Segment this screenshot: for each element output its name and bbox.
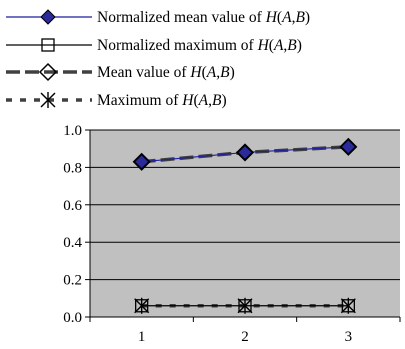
data-point xyxy=(237,144,253,161)
data-point xyxy=(341,299,355,313)
legend-marker xyxy=(40,92,56,108)
chart-legend: Normalized mean value of H(A,B) Normalize… xyxy=(6,9,310,109)
data-point xyxy=(132,152,151,171)
y-tick-label: 1.0 xyxy=(63,123,82,139)
data-point xyxy=(235,143,255,162)
legend-item-3: Mean value of H(A,B) xyxy=(6,62,235,82)
legend-item-4: Maximum of H(A,B) xyxy=(6,92,227,109)
y-tick-label: 0.8 xyxy=(63,160,82,176)
legend-marker xyxy=(41,38,55,52)
series-3-markers xyxy=(132,137,358,171)
series-1-markers xyxy=(133,139,357,170)
y-tick-label: 0.6 xyxy=(63,198,82,214)
legend-label: Normalized mean value of H(A,B) xyxy=(97,9,310,26)
chart-series xyxy=(132,137,358,314)
x-tick-label: 3 xyxy=(345,329,353,345)
data-point xyxy=(237,297,253,314)
data-point xyxy=(134,297,150,314)
y-tick-label: 0.2 xyxy=(63,273,82,289)
legend-marker xyxy=(38,62,58,82)
data-point xyxy=(339,137,358,156)
x-tick-label: 2 xyxy=(241,329,249,345)
data-point xyxy=(135,299,149,313)
y-tick-label: 0.0 xyxy=(63,310,82,326)
legend-item-2: Normalized maximum of H(A,B) xyxy=(6,37,302,54)
x-tick-label: 1 xyxy=(138,329,146,345)
y-tick-label: 0.4 xyxy=(63,235,82,251)
data-point xyxy=(340,297,356,314)
series-4-markers xyxy=(134,297,356,314)
data-point xyxy=(133,154,150,170)
series-2-markers xyxy=(135,299,355,313)
legend-label: Normalized maximum of H(A,B) xyxy=(97,37,302,54)
data-point xyxy=(238,299,252,313)
data-point xyxy=(340,139,357,155)
legend-marker xyxy=(40,9,56,25)
chart-axes: 0.0 0.2 0.4 0.6 0.8 1.0 1 2 3 xyxy=(63,123,401,345)
legend-label: Mean value of H(A,B) xyxy=(97,64,235,81)
legend-item-1: Normalized mean value of H(A,B) xyxy=(6,9,310,26)
legend-label: Maximum of H(A,B) xyxy=(97,92,227,109)
